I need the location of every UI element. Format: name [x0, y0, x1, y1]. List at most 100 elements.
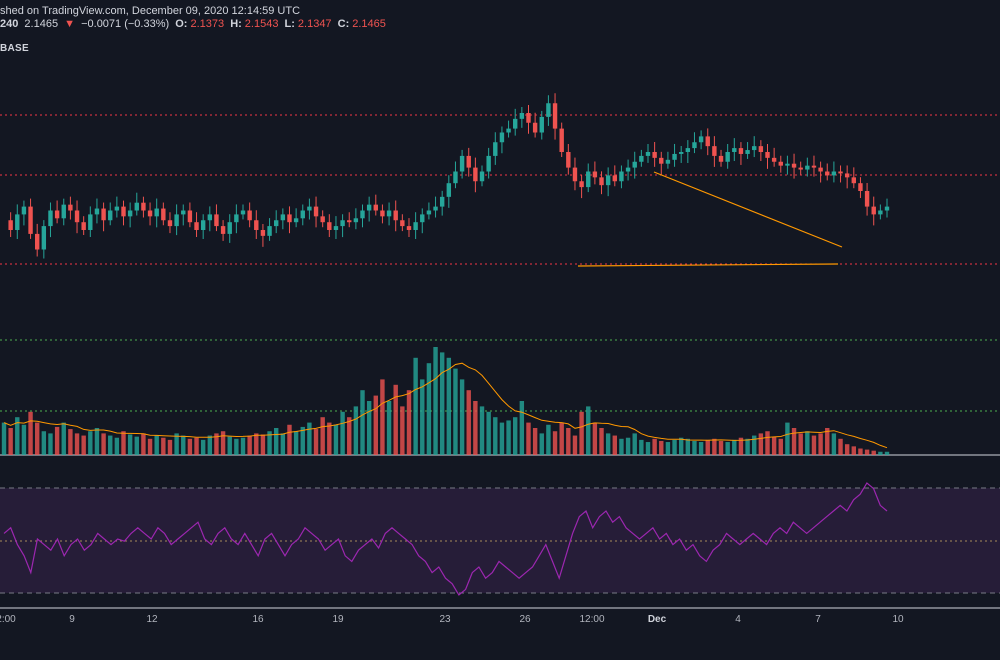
candle-body: [260, 230, 266, 236]
time-axis-label: 16: [252, 614, 264, 625]
volume-bar: [579, 411, 584, 455]
volume-bar: [785, 422, 790, 455]
volume-bar: [327, 422, 332, 455]
candle-body: [752, 146, 757, 151]
candle-body: [499, 132, 505, 143]
change-arrow: ▼: [64, 18, 76, 30]
candle-body: [838, 171, 843, 174]
published-text: shed on TradingView.com, December 09, 20…: [0, 5, 301, 17]
candle-body: [678, 152, 684, 154]
time-axis-label: 26: [519, 614, 531, 625]
candle-body: [300, 210, 305, 219]
volume-bar: [791, 428, 797, 455]
volume-bar: [207, 435, 213, 455]
volume-bar: [831, 433, 837, 455]
candle-body: [21, 206, 27, 215]
volume-bar: [200, 439, 206, 455]
trendline-upper: [653, 171, 843, 248]
volume-bar: [838, 438, 843, 455]
candle-body: [74, 210, 80, 223]
candle-body: [718, 155, 724, 162]
candle-body: [101, 208, 106, 221]
candle-body: [380, 210, 385, 217]
time-axis-label: 12:00: [579, 614, 605, 625]
volume-bar: [718, 440, 724, 455]
candle-body: [692, 142, 697, 149]
volume-bar: [678, 437, 684, 455]
volume-bar: [8, 428, 13, 455]
candle-body: [406, 226, 412, 230]
volume-bar: [453, 368, 458, 455]
volume-bar: [652, 438, 657, 455]
candle-body: [878, 210, 883, 215]
candle-body: [539, 116, 544, 133]
time-axis-label: 9: [69, 614, 75, 625]
candle-body: [207, 214, 213, 221]
candle-body: [785, 163, 790, 166]
volume-bar: [566, 428, 571, 455]
volume-bar: [181, 435, 186, 455]
volume-bar: [320, 417, 325, 455]
candle-body: [240, 210, 246, 215]
volume-bar: [672, 439, 677, 455]
candle-body: [791, 163, 797, 168]
close-value: 2.1465: [352, 18, 386, 30]
candle-body: [685, 148, 691, 152]
candle-body: [625, 167, 631, 172]
volume-bar: [725, 442, 730, 455]
volume-bar: [54, 426, 60, 455]
time-axis-label: 12: [146, 614, 158, 625]
time-axis-label: 19: [332, 614, 344, 625]
volume-bar: [194, 437, 199, 455]
candle-body: [439, 196, 445, 207]
volume-bar: [161, 437, 166, 455]
volume-bar: [559, 422, 564, 455]
chart-header: shed on TradingView.com, December 09, 20…: [0, 0, 1000, 36]
volume-bar: [1, 422, 7, 455]
candle-body: [805, 165, 810, 170]
volume-bar: [260, 434, 266, 455]
volume-bar: [300, 426, 305, 455]
volume-bar: [386, 401, 392, 455]
price-change: −0.0071 (−0.33%): [81, 18, 170, 30]
volume-bar: [798, 433, 803, 455]
candle-body: [274, 220, 279, 227]
candle-body: [665, 159, 671, 164]
volume-bar: [851, 446, 857, 455]
volume-bar: [400, 406, 405, 455]
time-axis-label: 2:00: [0, 614, 16, 625]
candle-body: [844, 173, 850, 178]
candle-body: [68, 204, 73, 211]
volume-bar: [254, 433, 259, 455]
candle-body: [851, 177, 857, 184]
candle-body: [453, 171, 458, 184]
candle-body: [293, 218, 299, 223]
symbol-label: BASE: [0, 43, 29, 54]
volume-bar: [280, 433, 286, 455]
candle-body: [48, 210, 53, 227]
candle-body: [366, 204, 372, 211]
candle-body: [732, 148, 737, 152]
candle-body: [420, 214, 425, 223]
candle-body: [659, 157, 664, 164]
candle-body: [167, 220, 173, 227]
volume-bar: [499, 422, 505, 455]
candle-body: [612, 175, 617, 182]
candle-body: [672, 153, 677, 160]
volume-bar: [513, 417, 518, 455]
volume-bar: [187, 438, 193, 455]
candle-body: [758, 146, 764, 152]
candle-body: [147, 210, 153, 217]
volume-bar: [234, 438, 239, 455]
candle-body: [705, 136, 710, 147]
candle-body: [506, 128, 511, 133]
candle-body: [214, 214, 219, 227]
volume-bar: [645, 442, 651, 455]
volume-bar: [101, 433, 106, 455]
candle-body: [227, 222, 232, 234]
open-label: O:: [175, 18, 188, 30]
volume-bar: [546, 424, 551, 455]
time-axis-label: 10: [892, 614, 904, 625]
volume-bar: [247, 435, 252, 455]
